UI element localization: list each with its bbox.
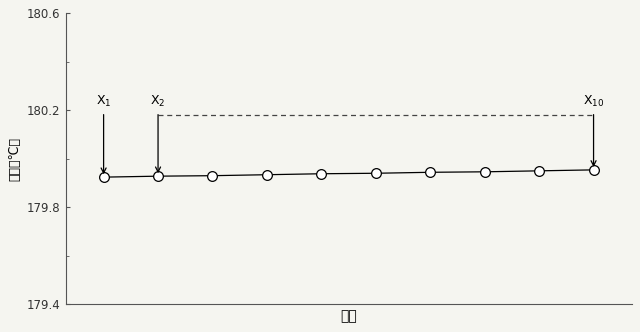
X-axis label: 時間: 時間 [340, 310, 357, 324]
Text: X$_1$: X$_1$ [96, 94, 111, 173]
Text: X$_{10}$: X$_{10}$ [583, 94, 604, 166]
Text: X$_2$: X$_2$ [150, 94, 166, 172]
Y-axis label: 温度（℃）: 温度（℃） [8, 137, 21, 181]
